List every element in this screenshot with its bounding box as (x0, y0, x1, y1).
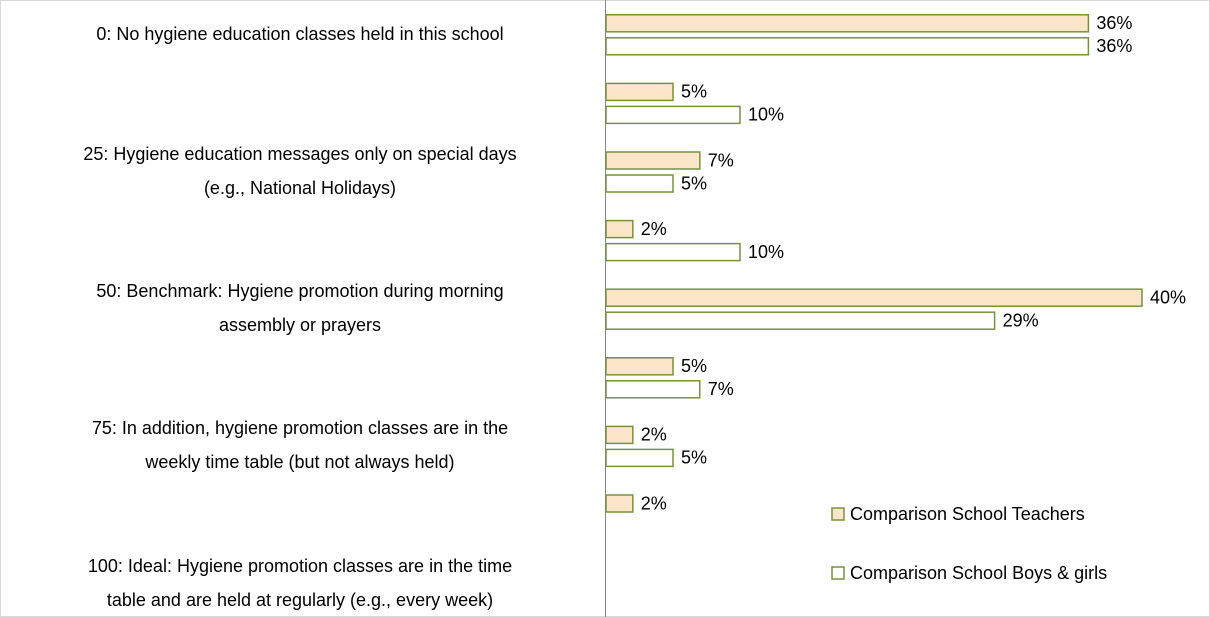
bar (605, 311, 996, 330)
value-label: 2% (641, 219, 667, 239)
bar (605, 151, 701, 170)
value-label: 2% (641, 493, 667, 513)
category-label: 75: In addition, hygiene promotion class… (91, 418, 509, 473)
legend-label: Comparison School Teachers (850, 504, 1085, 524)
value-label: 5% (681, 356, 707, 376)
value-label: 5% (681, 173, 707, 193)
value-label: 5% (681, 82, 707, 102)
value-label: 7% (708, 379, 734, 399)
bar (605, 37, 1090, 56)
bar (605, 357, 674, 376)
bar (605, 380, 701, 399)
category-label: 100: Ideal: Hygiene promotion classes ar… (87, 555, 513, 610)
value-label: 2% (641, 425, 667, 445)
bar (605, 288, 1143, 307)
value-label: 36% (1096, 13, 1132, 33)
value-label: 36% (1096, 36, 1132, 56)
category-label: 0: No hygiene education classes held in … (96, 23, 504, 44)
bar (605, 494, 634, 513)
bar (605, 105, 741, 125)
bar (605, 425, 634, 445)
value-label: 10% (748, 242, 784, 262)
legend-swatch (831, 566, 845, 580)
legend-swatch (831, 507, 845, 521)
bar (605, 14, 1090, 33)
bar (605, 448, 674, 468)
bar (605, 174, 674, 193)
value-label: 7% (708, 150, 734, 170)
value-label: 40% (1150, 287, 1186, 307)
value-label: 10% (748, 105, 784, 125)
bar (605, 242, 741, 262)
category-label: 25: Hygiene education messages only on s… (83, 143, 517, 198)
category-label: 50: Benchmark: Hygiene promotion during … (96, 281, 504, 336)
value-label: 5% (681, 448, 707, 468)
bar (605, 219, 634, 239)
legend-label: Comparison School Boys & girls (850, 563, 1107, 583)
value-label: 29% (1003, 310, 1039, 330)
bar (605, 82, 674, 102)
